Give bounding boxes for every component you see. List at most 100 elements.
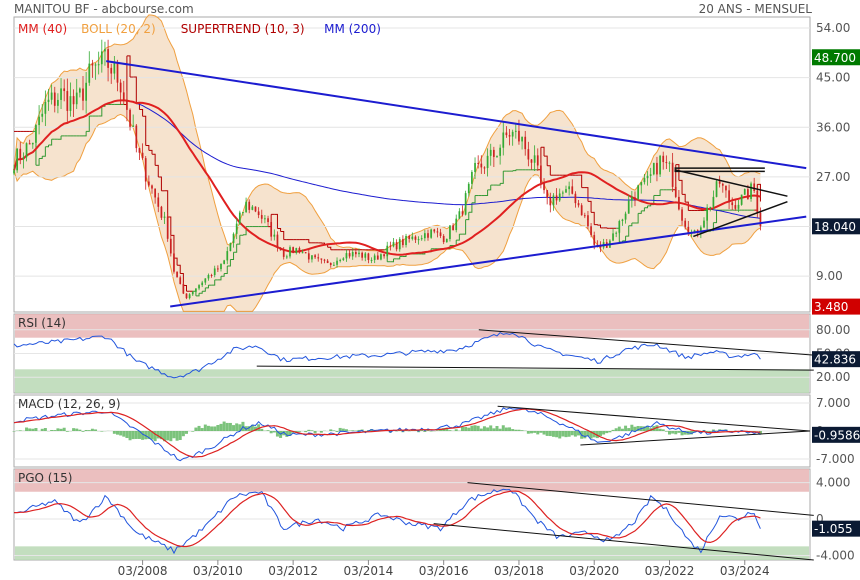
price-legend-item: BOLL (20, 2) [81, 22, 156, 36]
macd-histogram-bar [341, 428, 345, 431]
supertrend-segment [641, 207, 645, 212]
macd-histogram-bar [216, 425, 220, 431]
supertrend-segment [578, 174, 583, 188]
macd-histogram-bar [169, 431, 173, 442]
candle-body [659, 155, 661, 175]
macd-histogram-bar [297, 431, 301, 432]
supertrend-segment [148, 149, 153, 155]
candle-body [543, 182, 545, 191]
supertrend-segment [591, 211, 595, 225]
price-tag-low: 3.480 [814, 300, 848, 314]
macd-histogram-bar [454, 429, 458, 431]
candle-body [182, 283, 185, 294]
candle-body [380, 254, 382, 260]
candle-body [144, 158, 147, 182]
supertrend-segment [220, 273, 225, 277]
candle-body [590, 226, 592, 236]
macd-histogram-bar [586, 431, 590, 437]
macd-histogram-bar [671, 431, 675, 434]
macd-histogram-bar [577, 431, 581, 436]
supertrend-segment [145, 144, 150, 151]
candle-body [618, 221, 621, 233]
candle-body [301, 252, 304, 254]
supertrend-segment [277, 227, 282, 232]
macd-histogram-bar [435, 430, 439, 431]
macd-histogram-bar [410, 430, 414, 431]
candle-body [624, 213, 627, 220]
macd-histogram-bar [501, 425, 505, 431]
rsi-trendline [478, 329, 814, 356]
supertrend-segment [142, 115, 147, 146]
candle-body [480, 163, 483, 168]
macd-histogram-bar [184, 431, 188, 434]
candle-body [402, 239, 404, 246]
candle-body [179, 277, 182, 284]
macd-histogram-bar [504, 427, 508, 431]
macd-histogram-bar [12, 431, 16, 432]
candle-body [430, 229, 432, 238]
price-trendline [170, 215, 807, 308]
price-y-tick-label: 36.00 [816, 120, 850, 134]
macd-histogram-bar [191, 431, 195, 432]
macd-histogram-bar [72, 428, 76, 431]
candle-body [449, 225, 451, 240]
candle-body [94, 64, 97, 66]
supertrend-segment [126, 55, 131, 78]
pgo-last-tag: -1.055 [814, 522, 853, 536]
macd-histogram-bar [617, 426, 621, 431]
candle-body [35, 125, 37, 143]
macd-histogram-bar [228, 422, 232, 431]
candle-body [110, 67, 113, 74]
candle-body [728, 190, 730, 203]
candle-body [79, 88, 81, 93]
candle-body [88, 63, 91, 83]
supertrend-segment [177, 264, 181, 274]
candle-body [364, 253, 367, 258]
candle-body [699, 227, 702, 233]
candle-body [414, 236, 417, 240]
candle-body [216, 268, 219, 270]
macd-histogram-bar [683, 431, 687, 435]
candle-body [546, 190, 549, 198]
candle-body [511, 131, 514, 137]
macd-trendline [580, 430, 811, 446]
macd-histogram-bar [423, 431, 427, 432]
macd-histogram-bar [94, 429, 98, 431]
candle-body [270, 222, 273, 237]
candle-body [160, 206, 163, 218]
macd-histogram-bar [247, 426, 251, 431]
supertrend-segment [233, 244, 238, 253]
rsi-trendline [256, 365, 814, 371]
macd-histogram-bar [608, 431, 612, 433]
macd-histogram-bar [285, 431, 289, 437]
supertrend-segment [35, 158, 40, 166]
macd-histogram-bar [18, 430, 22, 431]
candle-body [122, 92, 125, 100]
macd-histogram-bar [614, 428, 618, 431]
candle-body [587, 215, 589, 227]
macd-histogram-bar [624, 425, 628, 431]
supertrend-segment [86, 116, 90, 132]
candle-body [665, 162, 668, 164]
price-tag-last-bg [812, 218, 860, 235]
macd-histogram-bar [555, 431, 559, 438]
candle-body [464, 193, 467, 215]
macd-histogram-bar [159, 431, 163, 440]
macd-histogram-bar [526, 431, 530, 434]
candle-body [169, 238, 172, 254]
macd-histogram-bar [213, 426, 217, 431]
supertrend-segment [675, 164, 680, 181]
supertrend-segment [42, 146, 46, 157]
candle-body [22, 157, 25, 159]
macd-histogram-bar [570, 431, 574, 436]
candle-body [289, 247, 291, 257]
candle-body [104, 49, 106, 52]
supertrend-segment [496, 183, 501, 186]
candle-body [508, 135, 511, 137]
candle-body [527, 149, 530, 160]
supertrend-segment [682, 193, 686, 203]
macd-histogram-bar [542, 431, 546, 435]
candle-body [514, 130, 517, 132]
candle-body [687, 226, 690, 234]
chart-title: MANITOU BF - abcbourse.com [14, 2, 194, 16]
